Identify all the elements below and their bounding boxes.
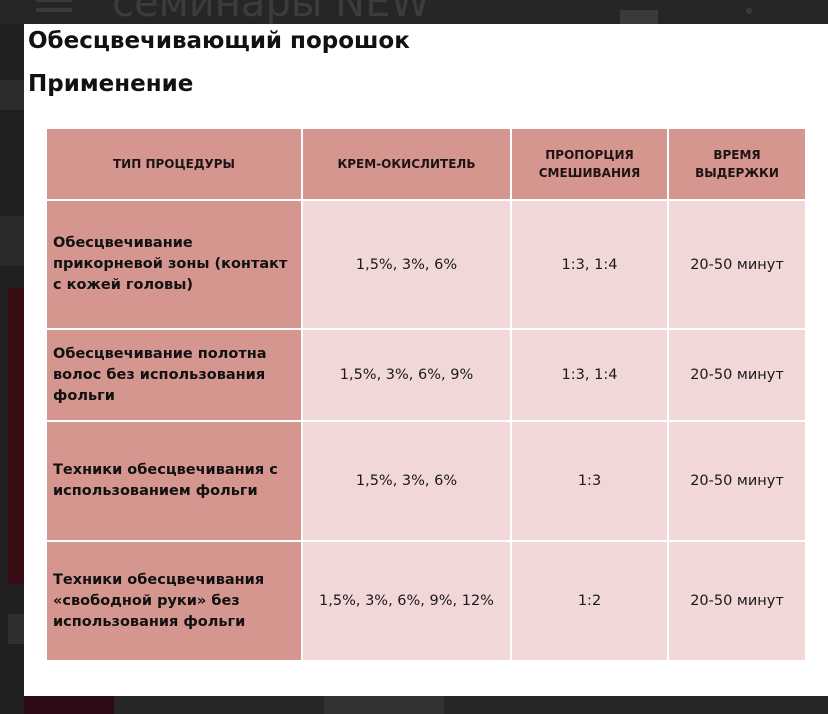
ratio-cell: 1:3, 1:4 [510, 199, 669, 330]
background-strip [0, 80, 24, 110]
oxidizer-cell: 1,5%, 3%, 6% [301, 420, 512, 542]
background-image-strip [8, 288, 24, 584]
procedure-cell: Обесцвечивание прикорневой зоны (контакт… [45, 199, 303, 330]
image-viewer-sheet[interactable]: Обесцвечивающий порошок Применение ТИП П… [24, 24, 828, 696]
usage-table: ТИП ПРОЦЕДУРЫ КРЕМ-ОКИСЛИТЕЛЬ ПРОПОРЦИЯ … [45, 127, 807, 662]
table-header-row: ТИП ПРОЦЕДУРЫ КРЕМ-ОКИСЛИТЕЛЬ ПРОПОРЦИЯ … [45, 127, 807, 201]
time-cell: 20-50 минут [667, 199, 807, 330]
more-vertical-icon [746, 8, 752, 14]
header-mix-ratio: ПРОПОРЦИЯ СМЕШИВАНИЯ [510, 127, 669, 201]
background-app-bottom [24, 696, 828, 714]
header-procedure-type: ТИП ПРОЦЕДУРЫ [45, 127, 303, 201]
ratio-cell: 1:2 [510, 540, 669, 662]
time-cell: 20-50 минут [667, 420, 807, 542]
calendar-icon [620, 10, 658, 24]
hamburger-menu-icon [36, 8, 72, 12]
table-row: Обесцвечивание полотна волос без использ… [45, 328, 807, 422]
oxidizer-cell: 1,5%, 3%, 6%, 9%, 12% [301, 540, 512, 662]
header-oxidizer: КРЕМ-ОКИСЛИТЕЛЬ [301, 127, 512, 201]
table-row: Техники обесцвечивания с использованием … [45, 420, 807, 542]
background-strip [0, 216, 24, 266]
time-cell: 20-50 минут [667, 328, 807, 422]
time-cell: 20-50 минут [667, 540, 807, 662]
procedure-cell: Техники обесцвечивания с использованием … [45, 420, 303, 542]
procedure-cell: Техники обесцвечивания «свободной руки» … [45, 540, 303, 662]
product-title: Обесцвечивающий порошок [28, 28, 410, 54]
ratio-cell: 1:3 [510, 420, 669, 542]
background-strip [324, 696, 444, 714]
background-app-bar: семинары NEW [0, 0, 828, 24]
background-strip [8, 614, 24, 644]
table-row: Техники обесцвечивания «свободной руки» … [45, 540, 807, 662]
background-image-strip [24, 696, 114, 714]
oxidizer-cell: 1,5%, 3%, 6% [301, 199, 512, 330]
oxidizer-cell: 1,5%, 3%, 6%, 9% [301, 328, 512, 422]
procedure-cell: Обесцвечивание полотна волос без использ… [45, 328, 303, 422]
ratio-cell: 1:3, 1:4 [510, 328, 669, 422]
table-row: Обесцвечивание прикорневой зоны (контакт… [45, 199, 807, 330]
header-exposure-time: ВРЕМЯ ВЫДЕРЖКИ [667, 127, 807, 201]
background-app-title: семинары NEW [112, 0, 430, 24]
section-title: Применение [28, 71, 194, 97]
background-app-side [0, 24, 24, 714]
